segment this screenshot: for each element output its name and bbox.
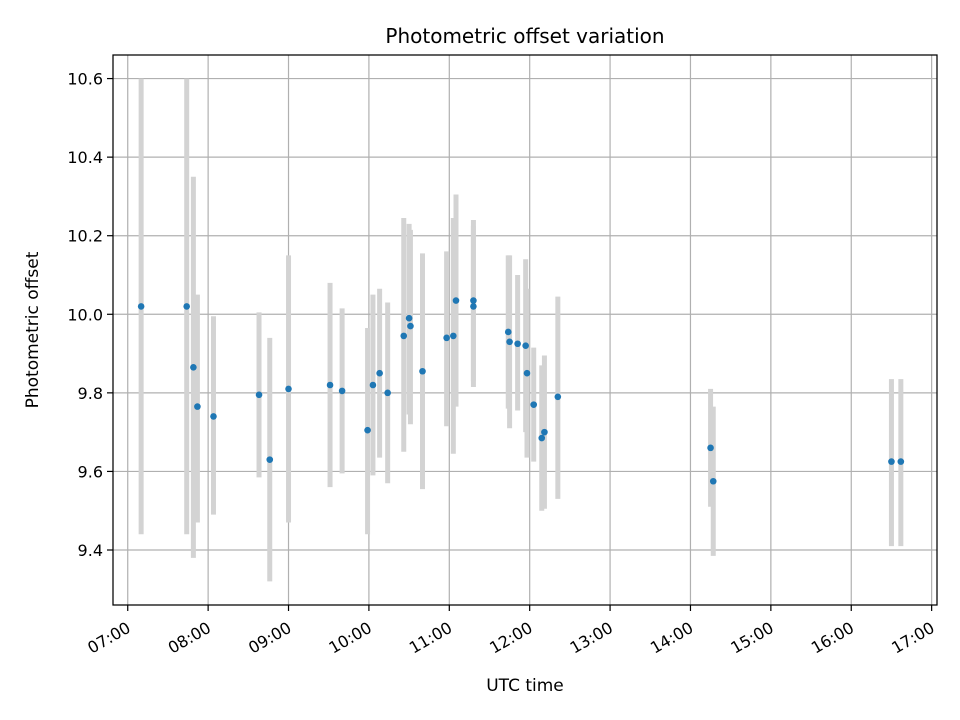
x-axis-label: UTC time	[486, 676, 564, 696]
data-point	[709, 477, 717, 485]
data-point	[538, 434, 546, 442]
data-point	[326, 381, 334, 389]
x-tick-label: 07:00	[84, 618, 133, 658]
data-point	[369, 381, 377, 389]
plot-area-frame	[112, 54, 938, 606]
data-point	[443, 334, 450, 342]
x-tick-label: 15:00	[727, 618, 776, 658]
data-point	[285, 385, 292, 393]
x-tick-label: 12:00	[486, 618, 535, 658]
data-point	[376, 369, 383, 377]
y-tick-label: 9.4	[78, 541, 103, 560]
data-point	[504, 328, 512, 336]
y-tick-label: 10.2	[67, 227, 103, 246]
data-point	[506, 338, 513, 346]
x-tick-label: 17:00	[888, 618, 937, 658]
data-point	[419, 367, 426, 375]
data-point	[338, 387, 346, 395]
y-tick-label: 10.0	[67, 305, 103, 324]
data-point	[183, 303, 190, 310]
data-point	[450, 332, 457, 340]
data-point	[194, 403, 201, 410]
data-point	[407, 322, 414, 330]
y-axis-label: Photometric offset	[23, 251, 43, 408]
data-point	[210, 413, 217, 420]
chart-title: Photometric offset variation	[385, 24, 664, 48]
data-point	[384, 389, 391, 397]
x-tick-label: 13:00	[567, 618, 616, 658]
data-point	[522, 342, 529, 350]
x-tick-label: 16:00	[808, 618, 857, 658]
data-point	[255, 391, 263, 399]
y-tick-label: 9.8	[78, 384, 103, 403]
data-point	[514, 340, 521, 348]
data-point	[541, 428, 548, 436]
error-bars	[138, 78, 904, 582]
data-point	[364, 426, 371, 434]
x-tick-label: 09:00	[245, 618, 294, 658]
data-point	[554, 393, 562, 401]
data-point	[190, 364, 197, 371]
data-point	[523, 369, 531, 377]
data-point	[530, 401, 538, 408]
data-point	[707, 444, 714, 452]
data-points	[137, 297, 905, 485]
data-point	[897, 458, 905, 465]
x-tick-label: 11:00	[406, 618, 455, 658]
data-point	[452, 297, 460, 304]
y-tick-label: 10.6	[67, 70, 103, 89]
data-point	[137, 303, 145, 310]
x-tick-label: 10:00	[325, 618, 374, 658]
data-point	[405, 314, 413, 322]
data-point	[470, 297, 477, 304]
y-tick-label: 10.4	[67, 148, 103, 167]
x-tick-label: 14:00	[647, 618, 696, 658]
data-point	[400, 332, 408, 340]
data-point	[266, 456, 274, 463]
data-point	[888, 458, 895, 465]
data-point	[470, 303, 477, 310]
x-tick-label: 08:00	[165, 618, 214, 658]
y-tick-label: 9.6	[78, 462, 103, 481]
